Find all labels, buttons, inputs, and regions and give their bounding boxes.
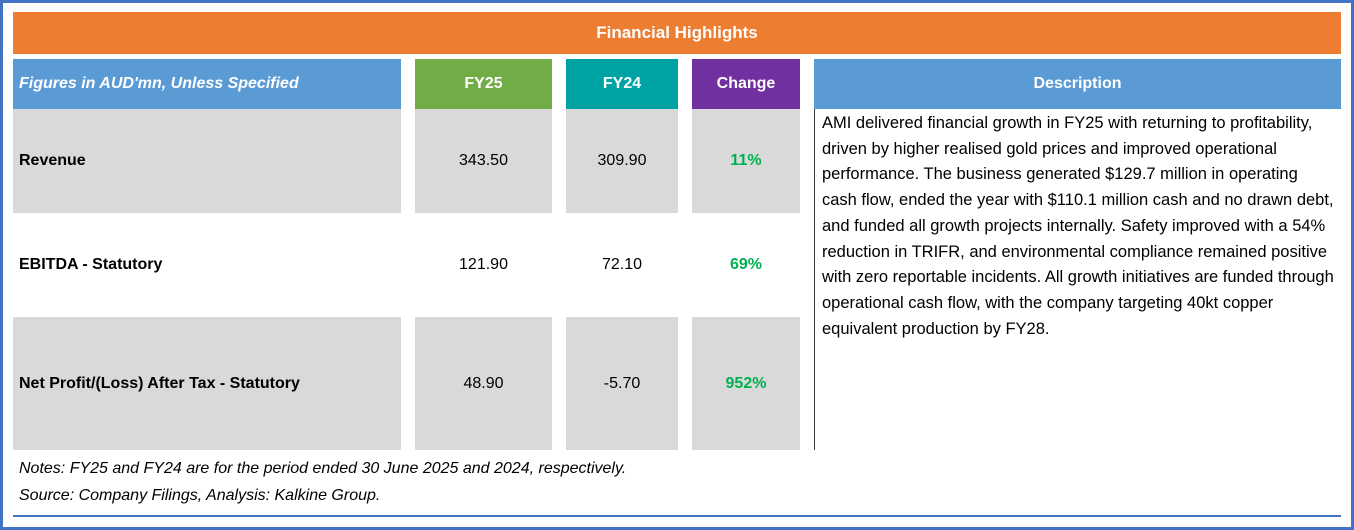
source-line: Source: Company Filings, Analysis: Kalki…	[19, 487, 381, 504]
table-title: Financial Highlights	[13, 12, 1341, 54]
ebitda-change-value: 69%	[729, 256, 763, 273]
revenue-fy24-value: 309.90	[566, 109, 678, 213]
column-header-figures: Figures in AUD'mn, Unless Specified	[13, 59, 401, 109]
notes-line: Notes: FY25 and FY24 are for the period …	[19, 460, 627, 477]
description-text: AMI delivered financial growth in FY25 w…	[822, 114, 1334, 338]
footnotes: Notes: FY25 and FY24 are for the period …	[13, 452, 1341, 517]
row-label-net-profit: Net Profit/(Loss) After Tax - Statutory	[13, 317, 401, 450]
row-label-revenue: Revenue	[13, 109, 401, 213]
net-profit-change-value: 952%	[692, 317, 800, 450]
column-header-change: Change	[692, 59, 800, 109]
financials-table: Figures in AUD'mn, Unless Specified FY25…	[13, 59, 1341, 450]
column-header-fy24: FY24	[566, 59, 678, 109]
ebitda-fy25-value: 121.90	[459, 256, 508, 273]
column-header-description: Description	[814, 59, 1341, 109]
revenue-change-value: 11%	[692, 109, 800, 213]
description-cell: AMI delivered financial growth in FY25 w…	[814, 109, 1341, 450]
ebitda-fy24-value: 72.10	[601, 256, 643, 273]
revenue-fy25-value: 343.50	[415, 109, 552, 213]
net-profit-fy25-value: 48.90	[415, 317, 552, 450]
column-header-fy25: FY25	[415, 59, 552, 109]
row-label-ebitda: EBITDA - Statutory	[19, 256, 163, 273]
net-profit-fy24-value: -5.70	[566, 317, 678, 450]
